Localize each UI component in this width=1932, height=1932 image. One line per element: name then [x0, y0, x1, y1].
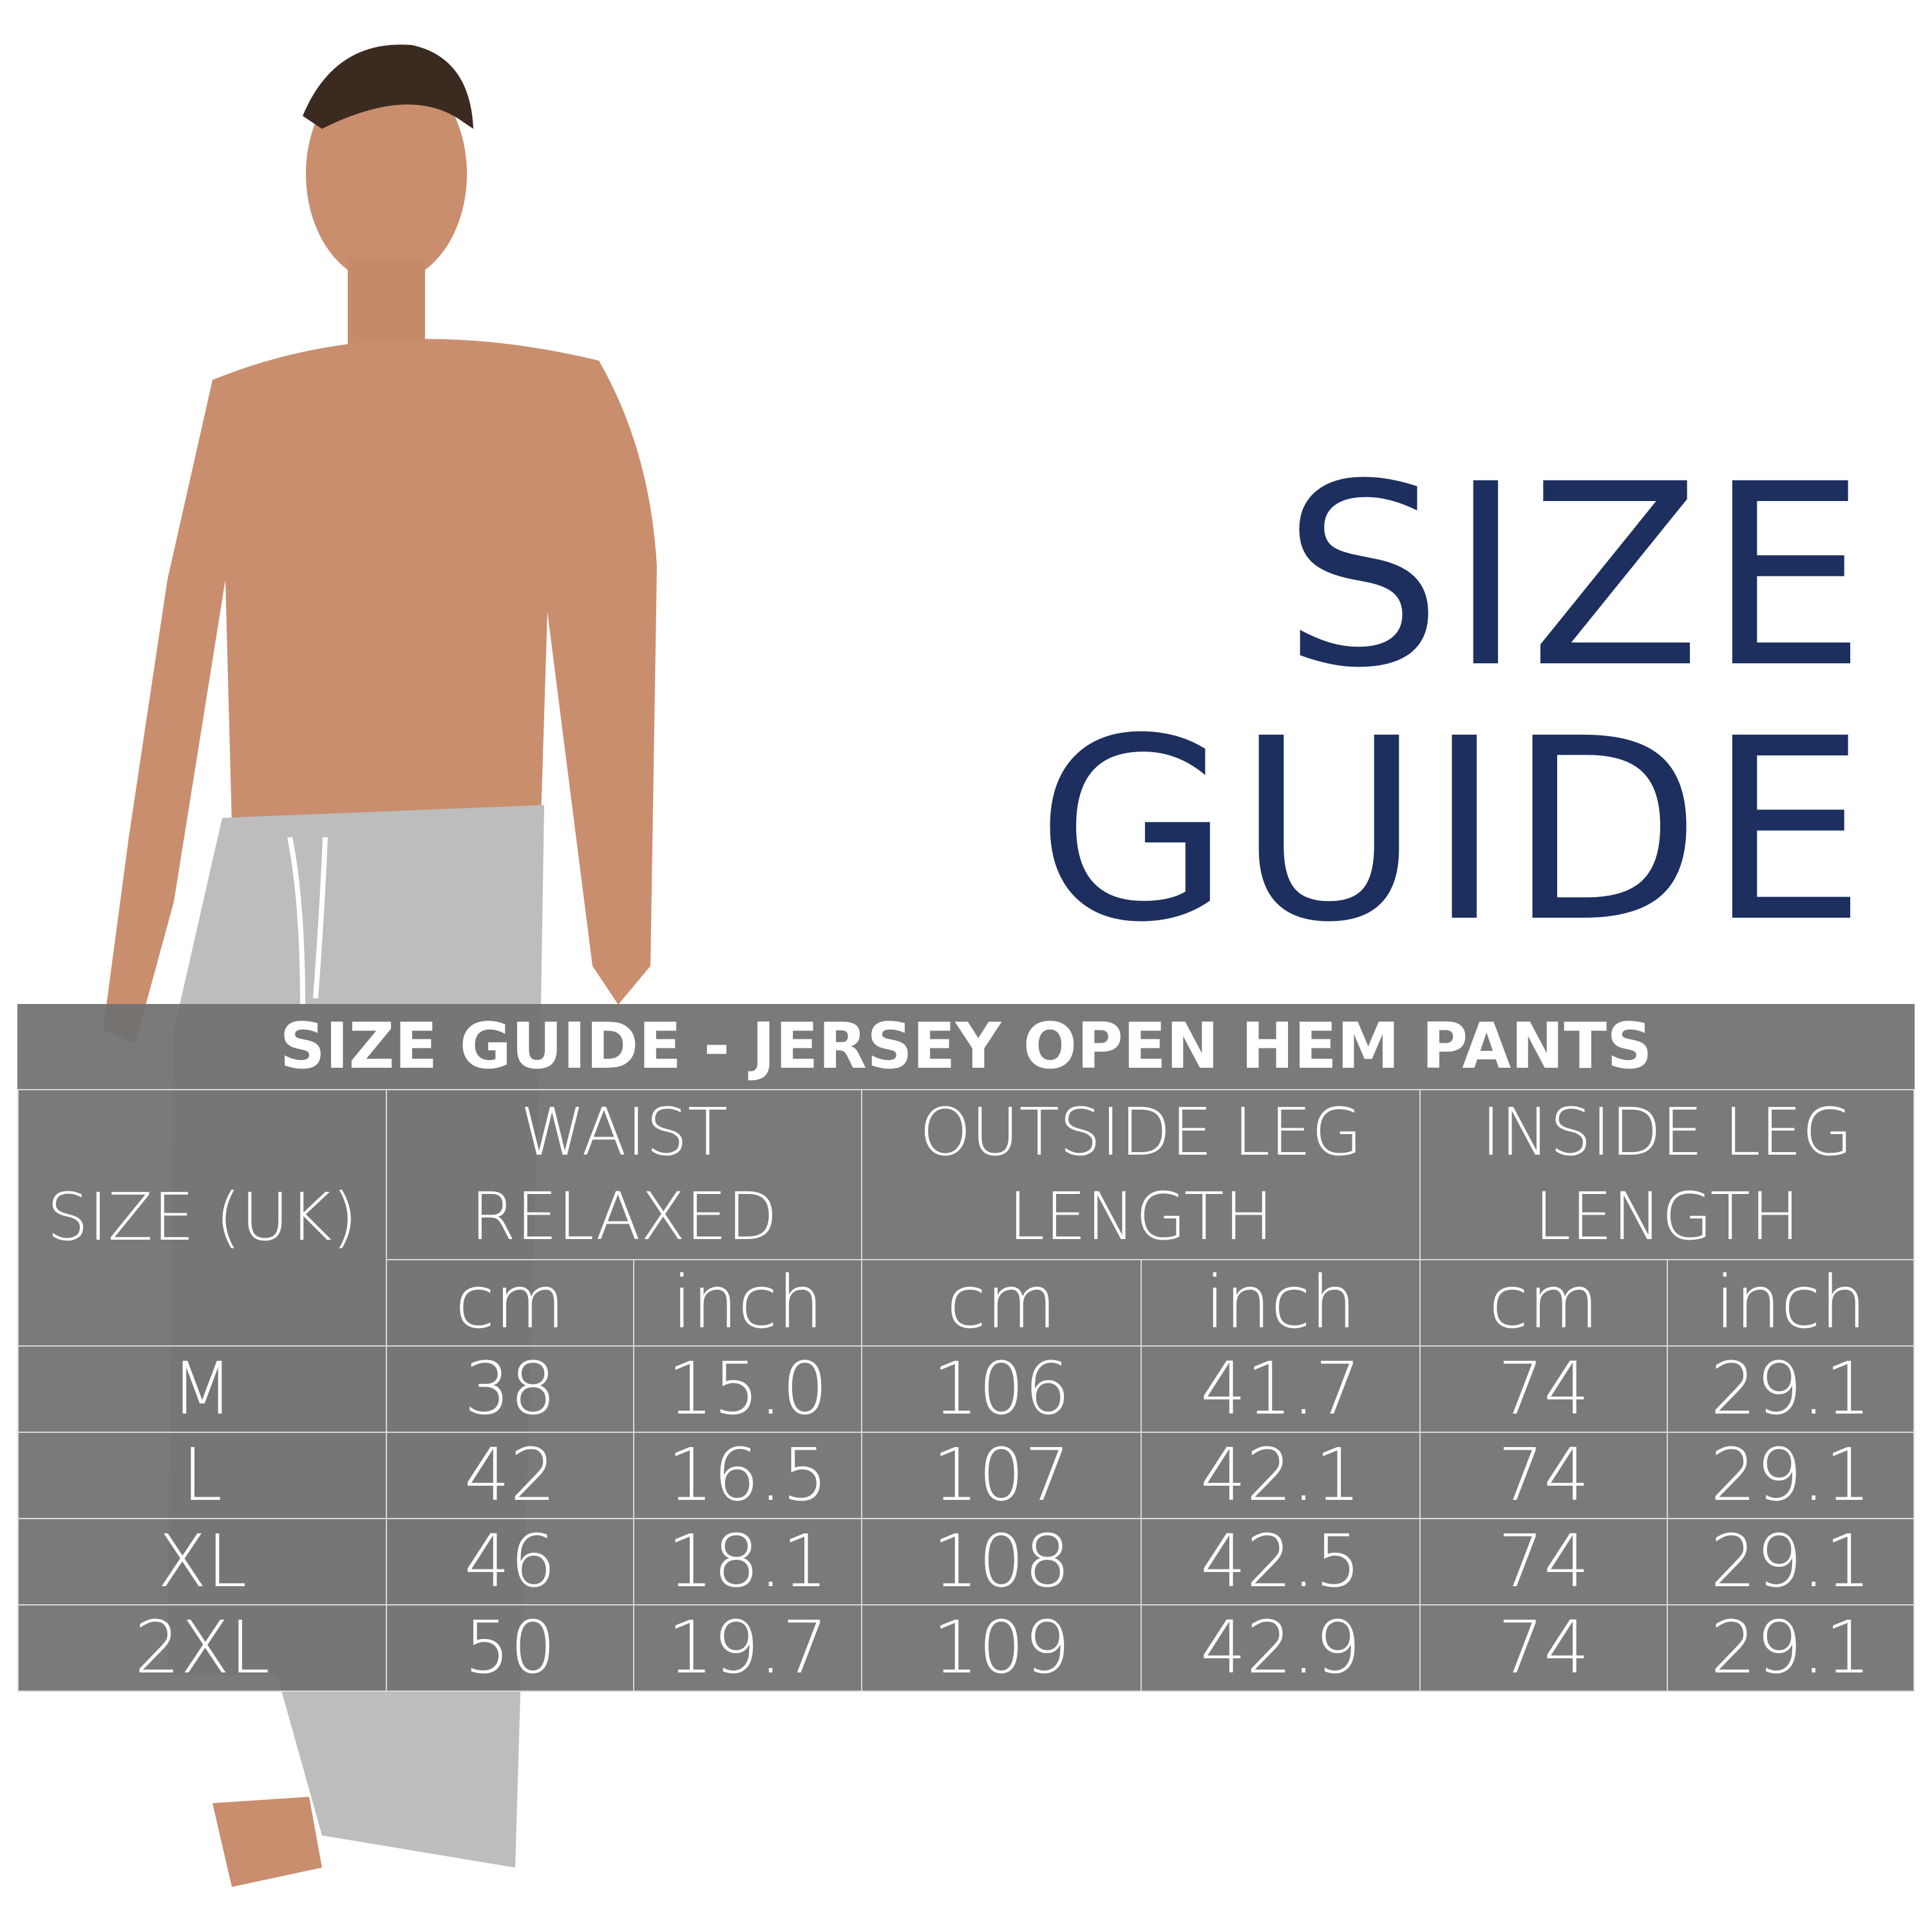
size-table: SIZE GUIDE - JERSEY OPEN HEM PANTS SIZE … [17, 1004, 1915, 1692]
size-header: SIZE (UK) [17, 1089, 387, 1347]
value-cell: 19.7 [633, 1604, 862, 1692]
value-cell: 42.9 [1141, 1604, 1421, 1692]
value-cell: 38 [386, 1345, 634, 1433]
value-cell: 29.1 [1666, 1432, 1915, 1519]
value-cell: 41.7 [1141, 1345, 1421, 1433]
value-cell: 74 [1419, 1345, 1668, 1433]
size-cell: 2XL [17, 1604, 387, 1692]
value-cell: 42.1 [1141, 1432, 1421, 1519]
unit-header: inch [1141, 1259, 1421, 1347]
headline-size: SIZE [1282, 430, 1873, 723]
value-cell: 109 [861, 1604, 1142, 1692]
size-cell: M [17, 1345, 387, 1433]
value-cell: 16.5 [633, 1432, 862, 1519]
value-cell: 29.1 [1666, 1345, 1915, 1433]
unit-header: inch [1666, 1259, 1915, 1347]
unit-header: cm [386, 1259, 634, 1347]
waist-header-line1: WAIST [386, 1089, 862, 1175]
value-cell: 106 [861, 1345, 1142, 1433]
inside-leg-header-line1: INSIDE LEG [1419, 1089, 1915, 1175]
value-cell: 46 [386, 1518, 634, 1605]
value-cell: 107 [861, 1432, 1142, 1519]
table-title: SIZE GUIDE - JERSEY OPEN HEM PANTS [18, 1004, 1915, 1090]
value-cell: 74 [1419, 1432, 1668, 1519]
value-cell: 29.1 [1666, 1518, 1915, 1605]
value-cell: 74 [1419, 1518, 1668, 1605]
headline-guide: GUIDE [1036, 685, 1873, 977]
waist-header-line2: RELAXED [386, 1175, 862, 1260]
value-cell: 29.1 [1666, 1604, 1915, 1692]
table-row: L 42 16.5 107 42.1 74 29.1 [17, 1432, 1915, 1519]
unit-header: inch [633, 1259, 862, 1347]
size-cell: XL [17, 1518, 387, 1605]
value-cell: 74 [1419, 1604, 1668, 1692]
inside-leg-header-line2: LENGTH [1419, 1175, 1915, 1260]
value-cell: 50 [386, 1604, 634, 1692]
unit-header: cm [861, 1259, 1142, 1347]
value-cell: 18.1 [633, 1518, 862, 1605]
value-cell: 15.0 [633, 1345, 862, 1433]
size-cell: L [17, 1432, 387, 1519]
value-cell: 42.5 [1141, 1518, 1421, 1605]
value-cell: 108 [861, 1518, 1142, 1605]
table-row: M 38 15.0 106 41.7 74 29.1 [17, 1345, 1915, 1433]
outside-leg-header-line2: LENGTH [861, 1175, 1421, 1260]
outside-leg-header-line1: OUTSIDE LEG [861, 1089, 1421, 1175]
table-row: XL 46 18.1 108 42.5 74 29.1 [17, 1518, 1915, 1605]
table-row: 2XL 50 19.7 109 42.9 74 29.1 [17, 1604, 1915, 1692]
value-cell: 42 [386, 1432, 634, 1519]
unit-header: cm [1419, 1259, 1668, 1347]
